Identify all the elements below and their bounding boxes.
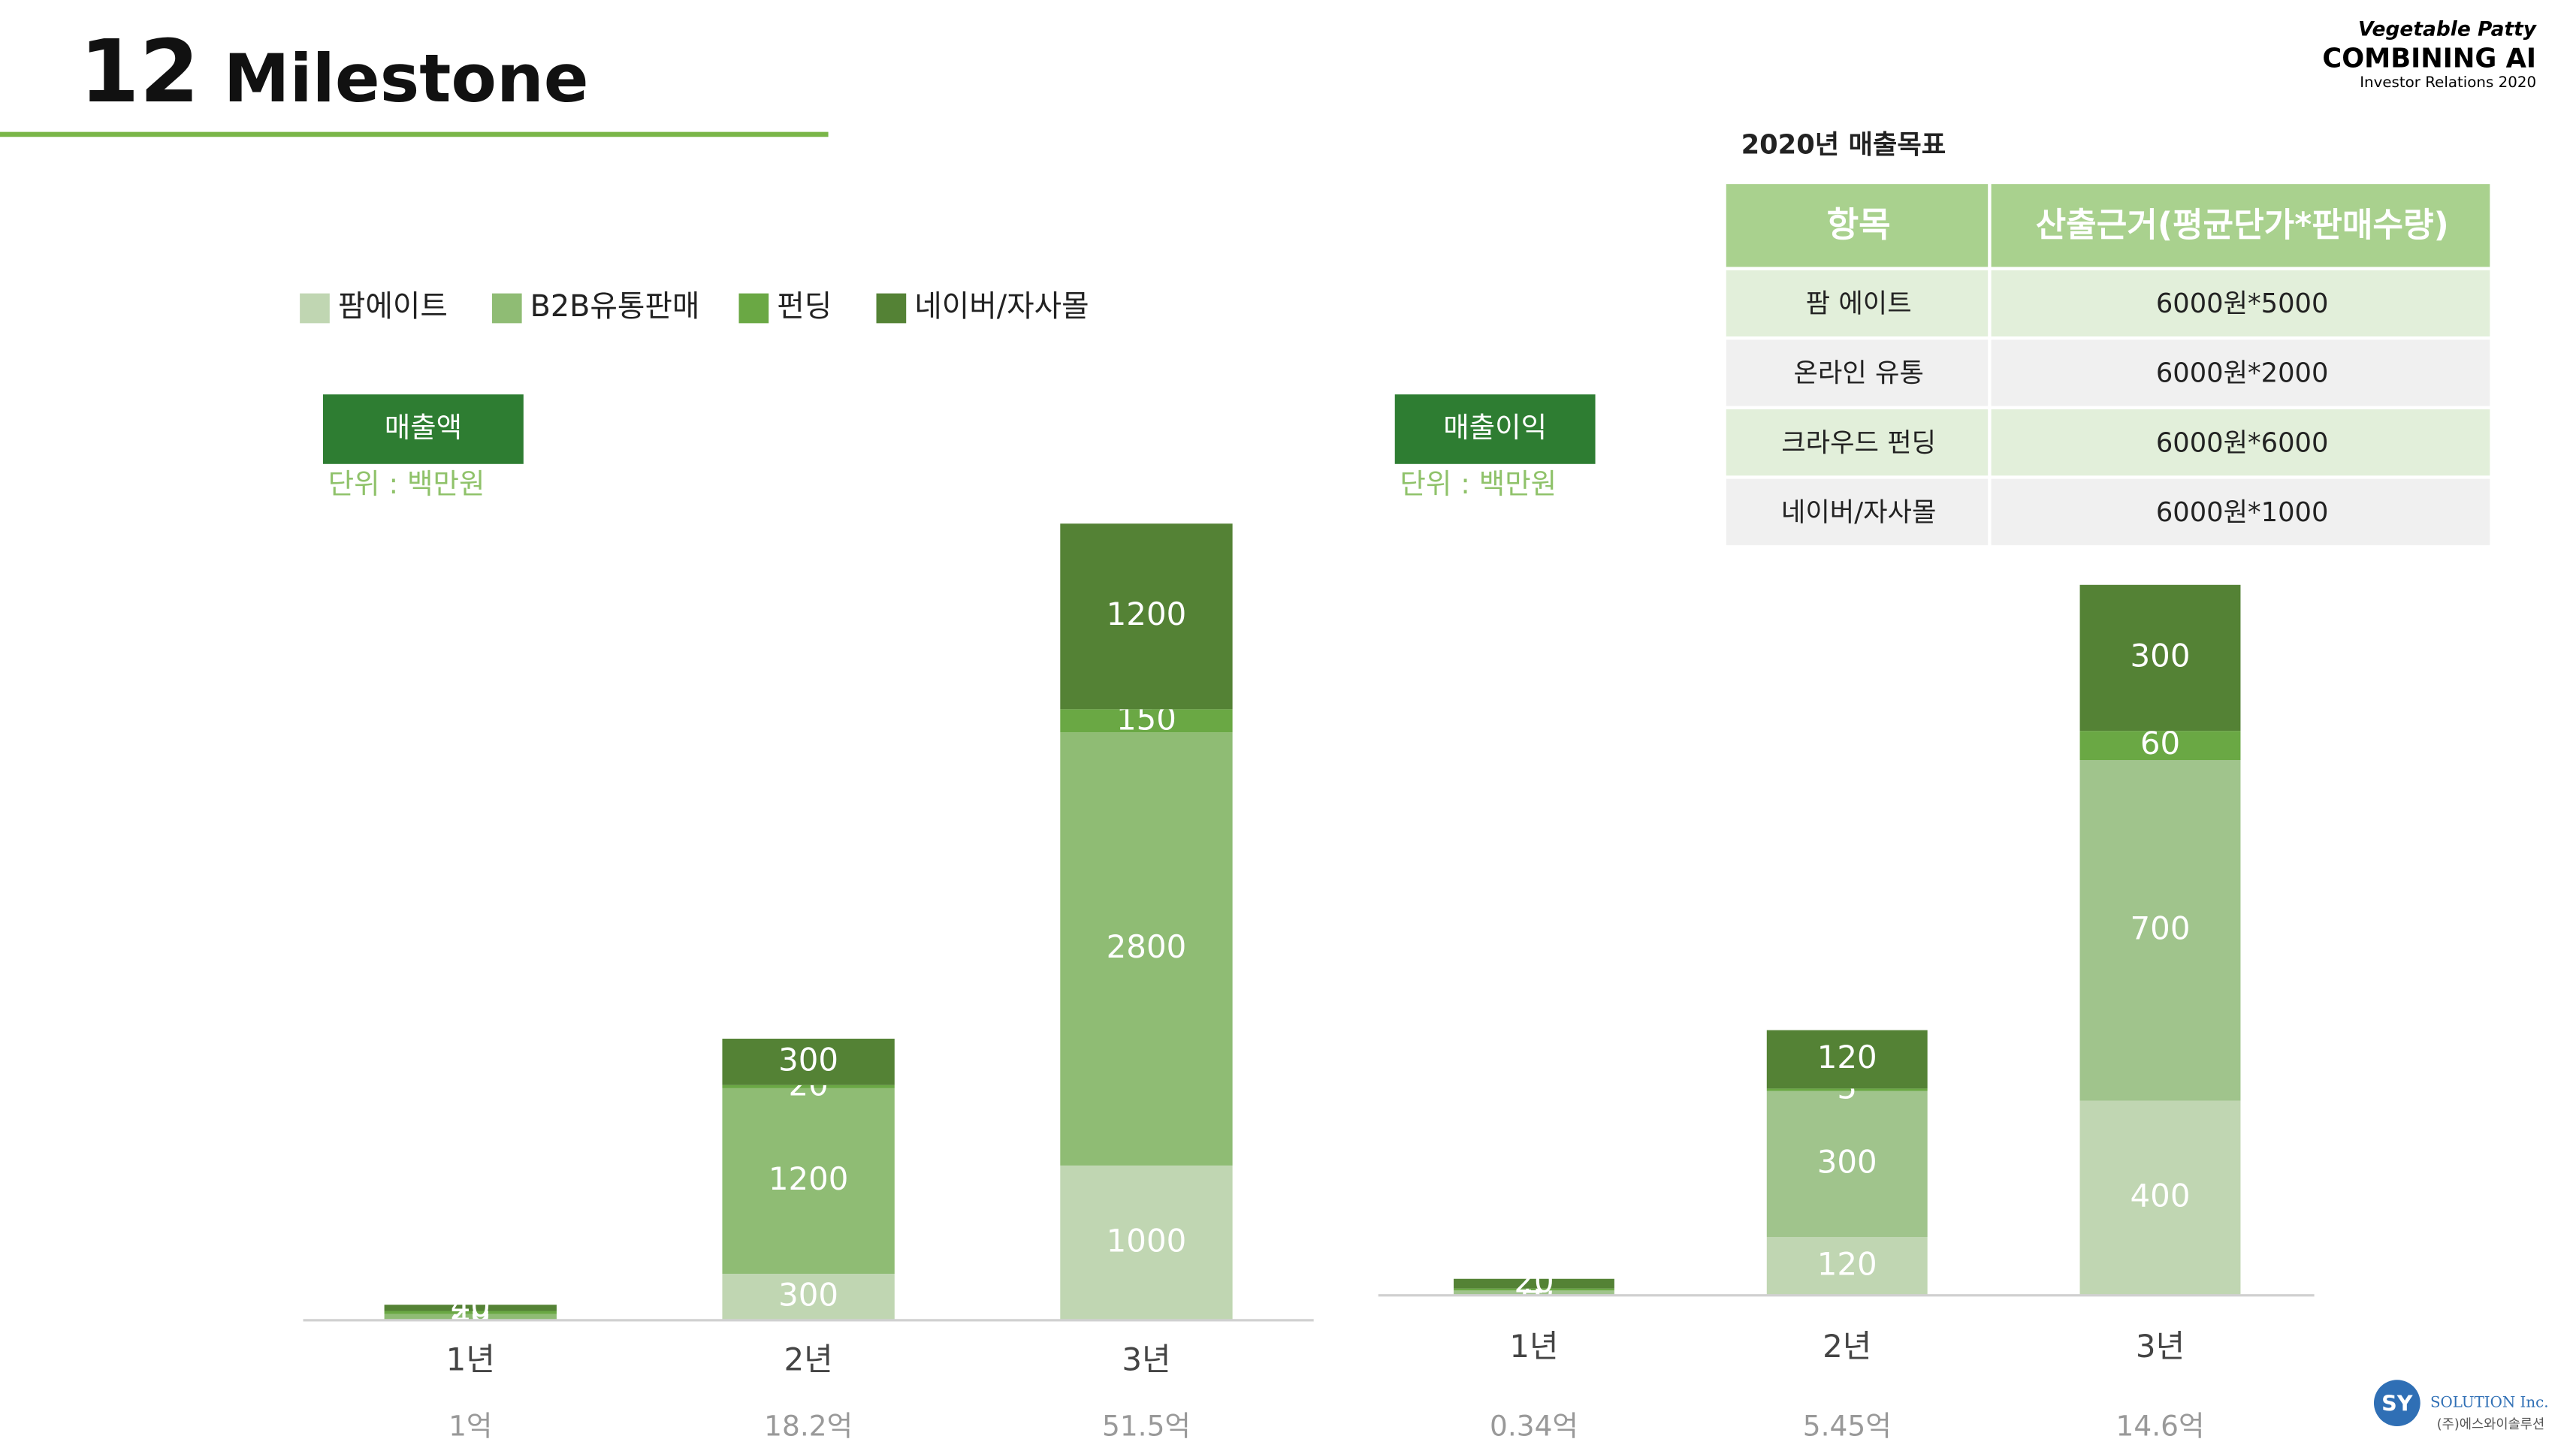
category-note: 0.34억 [1490,1410,1578,1443]
table-cell-text: 네이버/자사몰 [1781,497,1937,528]
bar-segment [722,1084,895,1088]
table-cell [1991,409,2490,476]
brand-line: COMBINING AI [2322,44,2536,74]
bar-segment [384,1305,557,1311]
data-label: 20 [1514,1263,1554,1300]
x-tick-label: 3년 [2136,1328,2185,1365]
unit-note: 단위 : 백만원 [1400,467,1557,500]
bar-segment [1454,1290,1614,1296]
logo-korean: (주)에스와이솔루션 [2437,1416,2544,1432]
data-label: 40 [451,1287,491,1324]
chart-title: 매출액 [385,411,462,444]
table-cell [1991,478,2490,545]
data-label: 700 [2131,910,2191,946]
bar-segment [1766,1088,1928,1091]
bar-segment [2079,584,2241,732]
slide-title: Milestone [224,40,589,117]
legend-swatch [300,293,330,324]
table-header-cell [1726,184,1989,267]
bar-segment [1060,523,1233,710]
table-cell-text: 6000원*5000 [2156,288,2329,319]
category-note: 14.6억 [2116,1410,2205,1443]
bar-segment [1766,1091,1928,1238]
table-header: 산출근거(평균단가*판매수량) [2036,206,2449,244]
bar-segment [1454,1278,1614,1289]
bar-segment [1060,732,1233,1166]
data-label: 400 [2131,1178,2191,1214]
unit-note: 단위 : 백만원 [328,467,485,500]
data-label: 1000 [1107,1222,1187,1259]
data-label: 40 [451,1296,491,1333]
bar-segment [2079,1100,2241,1296]
legend-label: 네이버/자사몰 [914,289,1089,324]
x-tick-label: 1년 [1509,1328,1558,1365]
table-cell [1726,339,1989,406]
x-tick-label: 2년 [1823,1328,1871,1365]
table-cell-text: 6000원*6000 [2156,427,2329,458]
data-label: 120 [1817,1245,1877,1282]
chart-badge [1394,394,1596,464]
legend-label: B2B유통판매 [530,289,700,324]
table-cell-text: 팜 에이트 [1806,288,1912,319]
data-label: 10 [1514,1272,1554,1309]
data-label: 60 [2140,725,2180,762]
table-cell [1726,478,1989,545]
slide-number: 12 [80,23,200,122]
legend-swatch [491,293,522,324]
logo-circle [2373,1380,2420,1426]
data-label: 300 [778,1041,838,1078]
table-header: 항목 [1827,204,1891,245]
category-note: 1억 [448,1410,492,1443]
brand-line: Investor Relations 2020 [2360,74,2536,91]
brand-line: Vegetable Patty [2358,18,2538,41]
bar-segment [2079,731,2241,761]
chart-badge [323,394,524,464]
table-cell [1726,270,1989,336]
bar-segment [1766,1237,1928,1296]
table-cell-text: 6000원*1000 [2156,497,2329,528]
table-cell [1991,270,2490,336]
logo-name: SOLUTION Inc. [2430,1394,2549,1411]
legend-swatch [876,293,907,324]
bar-segment [722,1274,895,1320]
data-label: 1200 [769,1160,849,1197]
chart-title: 매출이익 [1443,411,1547,444]
table-title: 2020년 매출목표 [1741,129,1946,160]
x-tick-label: 1년 [446,1341,495,1377]
data-label: 300 [1817,1143,1877,1180]
category-note: 18.2억 [764,1410,853,1443]
table-header-cell [1991,184,2490,267]
bar-segment [384,1314,557,1320]
table-cell [1991,339,2490,406]
bar-segment [384,1311,557,1314]
bar-segment [1766,1030,1928,1089]
x-tick-label: 3년 [1122,1341,1170,1377]
table-cell [1726,409,1989,476]
bar-segment [722,1039,895,1085]
data-label: 300 [778,1276,838,1313]
bar-segment [1060,709,1233,733]
data-label: 120 [1817,1039,1877,1075]
data-label: 2800 [1107,928,1187,965]
table-cell-text: 크라우드 펀딩 [1781,427,1936,458]
legend-swatch [738,293,769,324]
bar-segment [1454,1288,1614,1291]
legend-label: 팜에이트 [338,289,448,324]
table-cell-text: 온라인 유통 [1793,358,1923,389]
data-label: 1200 [1107,596,1187,632]
legend-label: 펀딩 [777,289,832,324]
category-note: 51.5억 [1102,1410,1191,1443]
bar-segment [1060,1165,1233,1320]
data-label: 300 [2131,637,2191,674]
table-cell-text: 6000원*2000 [2156,358,2329,389]
category-note: 5.45억 [1803,1410,1892,1443]
bar-segment [722,1088,895,1275]
bar-segment [2079,760,2241,1101]
x-tick-label: 2년 [784,1341,833,1377]
logo-mark: SY [2381,1390,2414,1416]
